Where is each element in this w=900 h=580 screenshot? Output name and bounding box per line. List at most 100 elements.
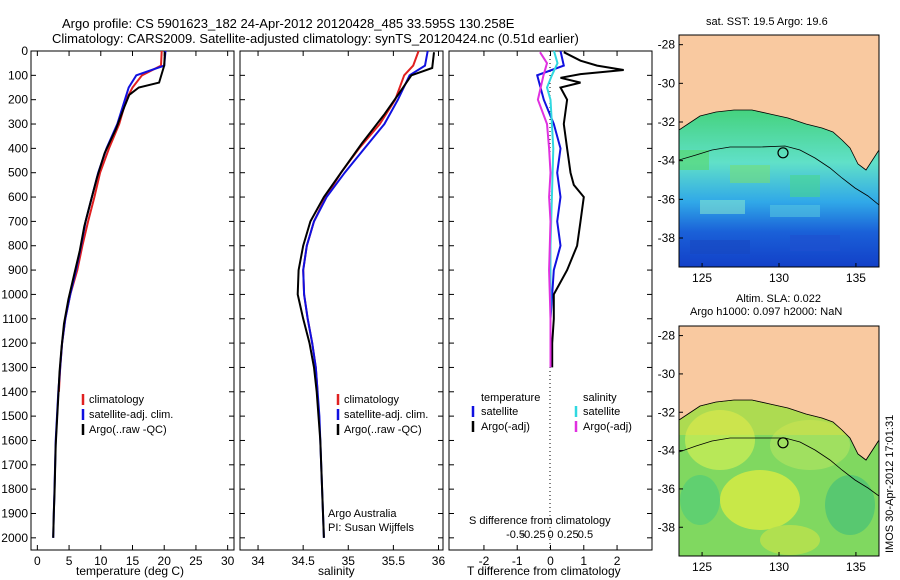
t-diff-tick-label: 0 <box>547 554 554 568</box>
y-tick-label: 300 <box>8 117 28 131</box>
y-tick-label: 100 <box>8 68 28 82</box>
t-diff-tick-label: -1 <box>512 554 523 568</box>
series-line-climatology <box>57 50 163 392</box>
map-x-tick-label: 125 <box>692 271 712 285</box>
argo-position-marker <box>777 147 789 159</box>
map-y-tick-label: -36 <box>658 482 676 496</box>
y-tick-label: 1600 <box>1 433 28 447</box>
map-x-tick-label: 130 <box>769 271 789 285</box>
s-diff-tick-label: -0.25 <box>520 529 545 541</box>
diff-series-s-argo--adj- <box>536 51 552 368</box>
title-line-1: Argo profile: CS 5901623_182 24-Apr-2012… <box>62 16 515 31</box>
y-tick-label: 400 <box>8 141 28 155</box>
y-tick-label: 1500 <box>1 409 28 423</box>
map-y-tick-label: -30 <box>658 367 676 381</box>
salinity-panel: 34 34.5 35 35.5 36 salinity climatology sate… <box>239 50 446 578</box>
series-line-argo---raw--qc- <box>52 52 166 538</box>
sst-texture <box>679 150 840 254</box>
map-y-tick-label: -28 <box>658 329 676 343</box>
s-diff-axis-label: S difference from climatology <box>469 515 611 527</box>
x-tick-label: 0 <box>34 554 41 568</box>
map-x-tick-label: 135 <box>846 271 866 285</box>
s-diff-tick-label: -0.5 <box>506 529 525 541</box>
legend-header-salinity: salinity <box>583 392 617 404</box>
t-diff-tick-label: 1 <box>580 554 587 568</box>
map-y-tick-label: -34 <box>658 444 676 458</box>
legend-label-s-satellite: satellite <box>583 406 620 418</box>
x-tick-label: 35 <box>342 554 356 568</box>
sst-map-panel: sat. SST: 19.5 Argo: 19.6 125 130 135 -28 -3… <box>658 16 880 285</box>
salinity-x-label: salinity <box>318 564 355 578</box>
legend-label-s-argo: Argo(-adj) <box>583 421 632 433</box>
y-tick-label: 600 <box>8 190 28 204</box>
title-line-2: Climatology: CARS2009. Satellite-adjuste… <box>52 31 579 46</box>
x-tick-label: 20 <box>158 554 172 568</box>
legend-label-climatology: climatology <box>89 394 145 406</box>
series-line-argo---raw--qc- <box>296 52 435 538</box>
legend-label-satellite: satellite-adj. clim. <box>344 409 428 421</box>
map-x-tick-label: 135 <box>846 560 866 574</box>
x-tick-label: 5 <box>66 554 73 568</box>
temperature-legend: climatology satellite-adj. clim. Argo(..… <box>81 394 173 436</box>
map-y-tick-label: -38 <box>658 520 676 534</box>
t-diff-axis-label: T difference from climatology <box>467 564 621 578</box>
legend-label-t-satellite: satellite <box>481 406 518 418</box>
sst-coastline-land <box>679 35 879 171</box>
legend-label-argo: Argo(..raw -QC) <box>89 424 167 436</box>
map-y-tick-label: -38 <box>658 231 676 245</box>
annotation-argo-australia: Argo Australia <box>328 508 397 520</box>
y-tick-label: 700 <box>8 214 28 228</box>
salinity-axes-frame <box>239 50 444 551</box>
map-y-tick-label: -30 <box>658 76 676 90</box>
x-tick-label: 10 <box>94 554 108 568</box>
diff-series-t-argo--adj- <box>551 51 624 368</box>
legend-label-t-argo: Argo(-adj) <box>481 421 530 433</box>
argo-position-marker <box>777 437 789 449</box>
s-diff-tick-label: 0.5 <box>578 529 593 541</box>
x-tick-label: 34 <box>251 554 265 568</box>
y-tick-label: 900 <box>8 263 28 277</box>
t-diff-tick-label: -2 <box>479 554 490 568</box>
y-tick-label: 1300 <box>1 360 28 374</box>
temperature-panel: 0 5 10 15 20 25 300100200300400500600700800900… <box>1 44 234 578</box>
sla-coastline-land-top <box>679 326 879 461</box>
difference-panel: -2 -1 0 1 2-0.5-0.25 0 0.25 0.5 temperature sal… <box>448 50 653 578</box>
map-x-tick-label: 130 <box>769 560 789 574</box>
map-y-tick-label: -28 <box>658 38 676 52</box>
y-tick-label: 1000 <box>1 287 28 301</box>
diff-series-s-satellite <box>545 50 559 368</box>
y-tick-label: 0 <box>21 44 28 58</box>
map-y-tick-label: -32 <box>658 115 676 129</box>
y-tick-label: 2000 <box>1 531 28 545</box>
y-tick-label: 800 <box>8 239 28 253</box>
sla-map-panel: Altim. SLA: 0.022 Argo h1000: 0.097 h200… <box>658 293 880 574</box>
y-tick-label: 1100 <box>2 312 28 326</box>
legend-label-climatology: climatology <box>344 394 400 406</box>
map-y-tick-label: -32 <box>658 405 676 419</box>
y-tick-label: 1400 <box>1 385 28 399</box>
y-tick-label: 500 <box>8 166 28 180</box>
y-tick-label: 1700 <box>1 458 28 472</box>
y-tick-label: 1800 <box>1 482 28 496</box>
sla-isobath <box>679 437 879 497</box>
x-tick-label: 30 <box>221 554 235 568</box>
y-tick-label: 1200 <box>1 336 28 350</box>
map-y-tick-label: -36 <box>658 192 676 206</box>
map-y-tick-label: -34 <box>658 154 676 168</box>
annotation-pi-name: PI: Susan Wijffels <box>328 522 414 534</box>
x-tick-label: 35.5 <box>382 554 406 568</box>
x-tick-label: 15 <box>126 554 140 568</box>
footer-timestamp: IMOS 30-Apr-2012 17:01:31 <box>884 415 896 553</box>
legend-label-argo: Argo(..raw -QC) <box>344 424 422 436</box>
x-tick-label: 34.5 <box>291 554 315 568</box>
salinity-legend: climatology satellite-adj. clim. Argo(..… <box>336 394 428 436</box>
x-tick-label: 36 <box>432 554 446 568</box>
x-tick-label: 25 <box>189 554 203 568</box>
sst-isobath <box>679 145 879 206</box>
map-x-tick-label: 125 <box>692 560 712 574</box>
sst-map-title: sat. SST: 19.5 Argo: 19.6 <box>706 16 828 28</box>
temperature-axes-frame <box>30 50 235 551</box>
legend-label-satellite: satellite-adj. clim. <box>89 409 173 421</box>
series-line-climatology <box>302 50 420 392</box>
